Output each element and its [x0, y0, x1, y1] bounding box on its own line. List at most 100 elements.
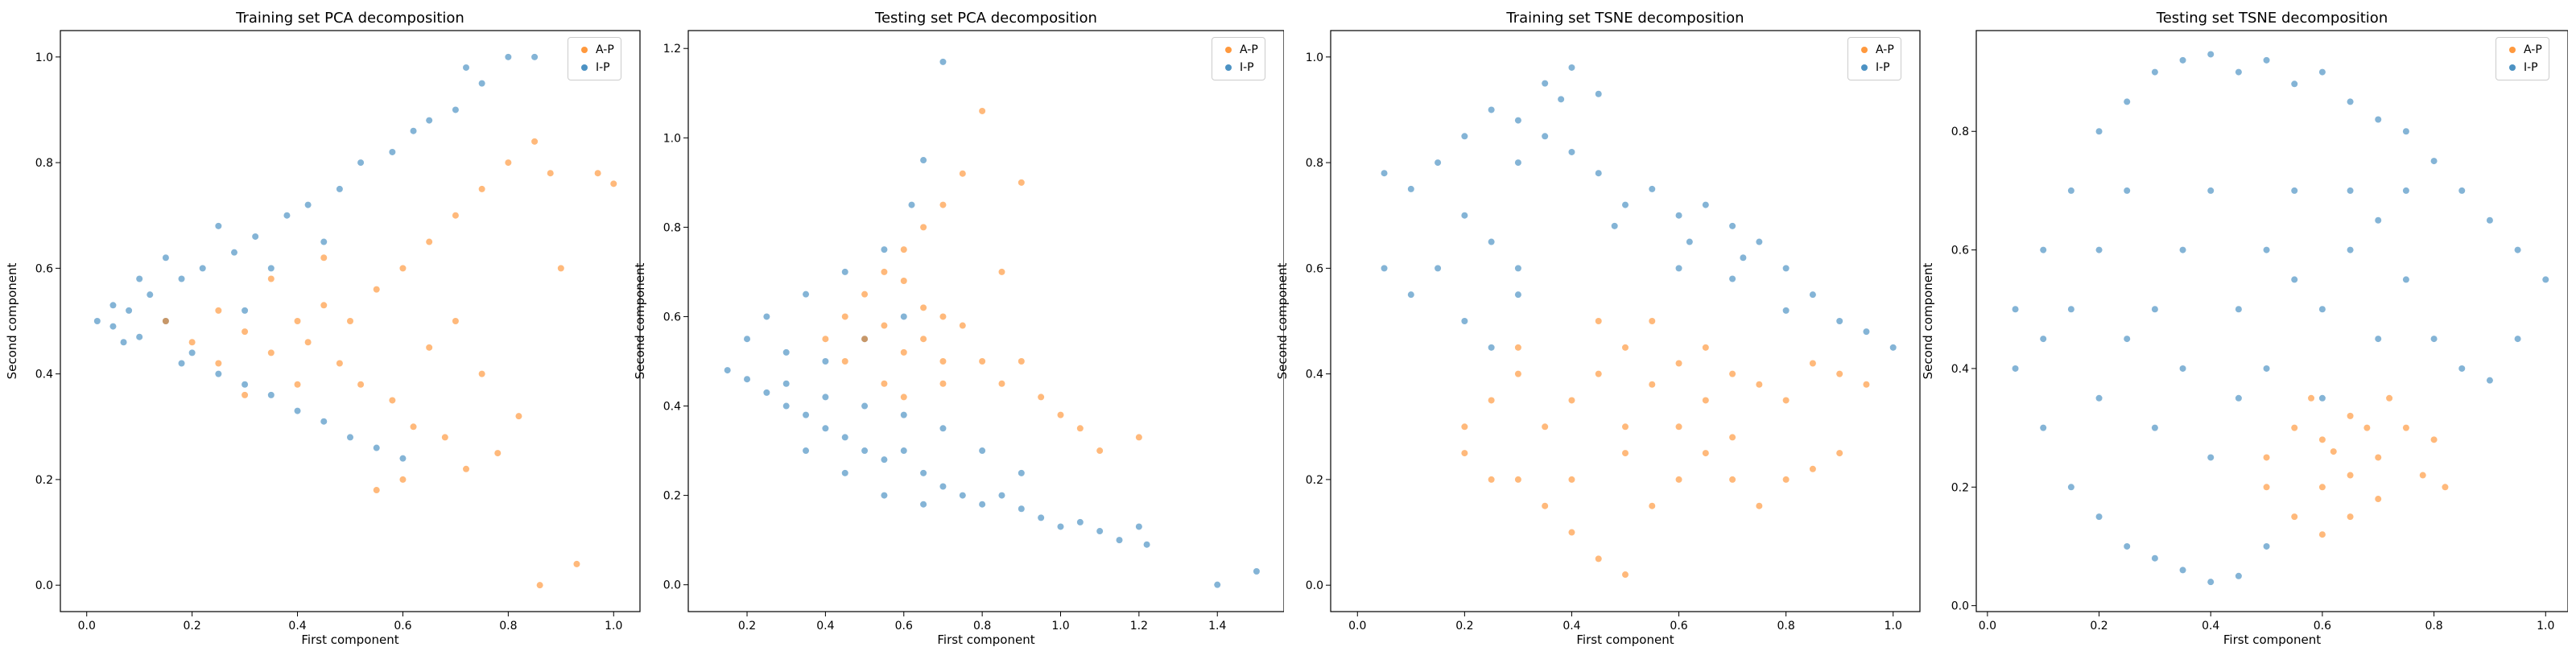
scatter-point-i-p [1488, 106, 1495, 113]
scatter-point-i-p [2124, 542, 2131, 550]
scatter-point-a-p [939, 201, 947, 208]
scatter-point-i-p [2542, 276, 2549, 283]
scatter-point-i-p [2124, 98, 2131, 105]
legend-entry-a-p: A-P [575, 41, 614, 59]
y-tick-label: 1.2 [663, 43, 681, 56]
scatter-point-a-p [2318, 436, 2326, 443]
scatter-point-i-p [320, 418, 328, 425]
scatter-point-i-p [908, 201, 915, 208]
scatter-point-a-p [1622, 423, 1629, 431]
scatter-point-i-p [1809, 291, 1816, 299]
y-axis-label: Second component [5, 262, 19, 380]
scatter-point-i-p [822, 425, 829, 432]
x-tick-label: 0.8 [2425, 620, 2442, 633]
scatter-point-a-p [1595, 555, 1602, 563]
legend-label-i-p: I-P [596, 61, 610, 74]
scatter-point-a-p [1568, 476, 1575, 483]
scatter-point-i-p [304, 201, 312, 208]
scatter-plot-svg: 0.0 0.2 0.4 0.6 0.8 1.0 0.0 0.2 0.4 0.6 0.8 1.0 [1306, 30, 1921, 633]
scatter-point-a-p [242, 391, 249, 398]
scatter-point-a-p [294, 381, 301, 388]
scatter-point-i-p [881, 492, 888, 499]
scatter-point-i-p [1702, 201, 1709, 208]
y-axis-label: Second component [1921, 262, 1935, 380]
scatter-point-i-p [2235, 306, 2242, 313]
scatter-point-i-p [1622, 201, 1629, 208]
legend-entry-i-p: I-P [1855, 59, 1894, 76]
scatter-point-a-p [304, 339, 312, 346]
scatter-point-i-p [1782, 265, 1790, 272]
x-tick-label: 0.2 [738, 620, 756, 633]
scatter-point-a-p [399, 476, 407, 483]
scatter-point-a-p [1514, 476, 1521, 483]
scatter-point-a-p [2318, 531, 2326, 538]
legend-marker-i-p [1861, 64, 1868, 71]
scatter-point-i-p [1686, 238, 1693, 245]
scatter-point-a-p [2308, 394, 2315, 402]
scatter-point-a-p [1675, 423, 1682, 431]
x-tick-label: 0.0 [78, 620, 96, 633]
legend-entry-a-p: A-P [2503, 41, 2542, 59]
y-tick-label: 0.6 [35, 262, 53, 275]
scatter-point-i-p [841, 268, 848, 275]
y-tick-label: 1.0 [663, 132, 681, 145]
scatter-point-a-p [1461, 423, 1468, 431]
y-tick-label: 0.8 [1951, 126, 1969, 138]
scatter-point-a-p [920, 224, 927, 231]
scatter-point-i-p [1889, 344, 1897, 351]
scatter-point-i-p [900, 411, 907, 418]
scatter-point-a-p [1782, 397, 1790, 404]
x-axis-label: First component [301, 633, 399, 647]
scatter-point-a-p [881, 380, 888, 387]
scatter-point-a-p [1568, 529, 1575, 536]
scatter-point-i-p [1461, 212, 1468, 219]
scatter-point-i-p [2151, 424, 2158, 431]
scatter-point-i-p [1729, 275, 1736, 282]
scatter-point-a-p [2363, 424, 2371, 431]
scatter-point-a-p [2419, 472, 2426, 479]
scatter-point-a-p [389, 397, 396, 404]
scatter-point-i-p [1381, 265, 1388, 272]
scatter-point-i-p [1143, 541, 1150, 548]
scatter-point-a-p [336, 360, 343, 367]
legend-label-i-p: I-P [2524, 61, 2538, 74]
scatter-point-a-p [1542, 502, 1549, 509]
y-tick-label: 0.2 [663, 490, 681, 503]
scatter-point-i-p [2179, 365, 2186, 372]
scatter-point-a-p [1514, 344, 1521, 351]
scatter-point-i-p [2067, 484, 2074, 491]
scatter-point-a-p [1809, 465, 1816, 472]
scatter-point-a-p [959, 170, 966, 177]
scatter-point-i-p [1214, 581, 1221, 588]
scatter-point-i-p [2458, 187, 2466, 194]
scatter-point-i-p [2430, 336, 2438, 343]
legend: A-P I-P [568, 37, 621, 80]
x-tick-label: 0.0 [1348, 620, 1366, 633]
scatter-point-i-p [531, 53, 539, 60]
legend-marker-i-p [581, 64, 588, 71]
y-tick-label: 0.2 [1306, 474, 1323, 487]
scatter-point-a-p [1729, 434, 1736, 441]
scatter-point-a-p [2347, 472, 2354, 479]
scatter-point-a-p [1863, 381, 1870, 388]
scatter-point-a-p [939, 380, 947, 387]
x-tick-label: 1.0 [1885, 620, 1902, 633]
scatter-point-a-p [426, 344, 433, 351]
axes-frame [60, 30, 641, 612]
scatter-point-i-p [959, 492, 966, 499]
scatter-point-a-p [2263, 454, 2270, 461]
scatter-point-i-p [1611, 222, 1618, 229]
scatter-point-a-p [2375, 496, 2382, 503]
scatter-point-a-p [1756, 381, 1763, 388]
scatter-point-a-p [547, 170, 554, 177]
x-tick-label: 0.2 [2090, 620, 2107, 633]
scatter-point-a-p [531, 138, 539, 145]
scatter-point-a-p [399, 265, 407, 272]
legend-entry-i-p: I-P [575, 59, 614, 76]
subplot-testing-pca: 0.2 0.4 0.6 0.8 1.0 1.2 1.4 0.0 0.2 0.4 0.6 0.8 1.0 1… [633, 0, 1284, 647]
y-axis-label: Second component [1275, 262, 1290, 380]
x-axis-label: First component [937, 633, 1035, 647]
legend-label-i-p: I-P [1876, 61, 1890, 74]
scatter-point-a-p [1649, 381, 1656, 388]
x-tick-label: 0.6 [2314, 620, 2331, 633]
